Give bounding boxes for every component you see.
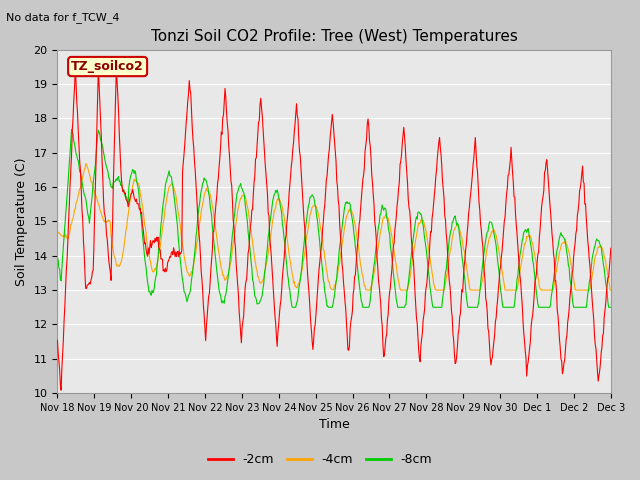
Text: TZ_soilco2: TZ_soilco2 — [71, 60, 144, 73]
Title: Tonzi Soil CO2 Profile: Tree (West) Temperatures: Tonzi Soil CO2 Profile: Tree (West) Temp… — [150, 29, 518, 44]
Text: No data for f_TCW_4: No data for f_TCW_4 — [6, 12, 120, 23]
Y-axis label: Soil Temperature (C): Soil Temperature (C) — [15, 157, 28, 286]
Legend: -2cm, -4cm, -8cm: -2cm, -4cm, -8cm — [203, 448, 437, 471]
X-axis label: Time: Time — [319, 419, 349, 432]
